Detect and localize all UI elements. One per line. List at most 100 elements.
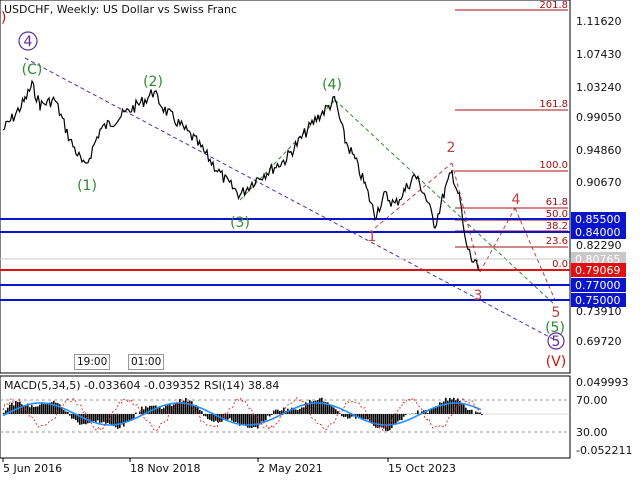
- macd-bar: [235, 414, 237, 422]
- wave-label-C: (C): [22, 62, 43, 78]
- price-badge-5: 0.75000: [575, 294, 621, 307]
- macd-bar: [129, 414, 131, 421]
- macd-bar: [171, 405, 173, 414]
- macd-bar: [99, 414, 101, 423]
- macd-bar: [91, 414, 93, 422]
- macd-bar: [33, 407, 35, 414]
- macd-bar: [337, 411, 339, 414]
- macd-bar: [403, 414, 405, 417]
- macd-bar: [481, 414, 483, 416]
- macd-bar: [215, 414, 217, 421]
- macd-bar: [75, 414, 77, 421]
- price-tick: 1.03240: [576, 81, 622, 94]
- price-tick: 1.07430: [576, 48, 622, 61]
- macd-bar: [297, 409, 299, 414]
- macd-bar: [349, 414, 351, 419]
- macd-bar: [39, 404, 41, 414]
- macd-bar: [201, 411, 203, 414]
- macd-bar: [445, 397, 447, 414]
- macd-bar: [417, 410, 419, 414]
- wave-label-minor-5: 5: [552, 305, 561, 321]
- macd-bar: [31, 405, 33, 414]
- price-badge-1: 0.84000: [575, 226, 621, 239]
- price-badge-2: 0.80765: [575, 253, 621, 266]
- macd-bar: [185, 398, 187, 414]
- macd-bar: [67, 411, 69, 414]
- fib-label-201: 201.8: [539, 0, 568, 11]
- indicator-frame: [0, 375, 571, 459]
- macd-bar: [339, 413, 341, 414]
- macd-bar: [471, 409, 473, 414]
- macd-bar: [319, 398, 321, 414]
- time-tick: 2 May 2021: [258, 462, 323, 475]
- macd-bar: [47, 402, 49, 414]
- time-marker-box[interactable]: 01:00: [128, 354, 165, 370]
- macd-bar: [147, 407, 149, 414]
- macd-bar: [21, 404, 23, 414]
- macd-bar: [5, 410, 7, 414]
- macd-bar: [241, 414, 243, 425]
- macd-bar: [289, 410, 291, 414]
- macd-bar: [307, 403, 309, 414]
- macd-bar: [395, 414, 397, 425]
- macd-bar: [207, 414, 209, 420]
- macd-bar: [465, 407, 467, 414]
- macd-bar: [243, 414, 245, 426]
- macd-bar: [477, 412, 479, 414]
- wave-label-primary-4: 4: [24, 34, 33, 50]
- macd-bar: [57, 403, 59, 414]
- macd-bar: [405, 414, 407, 416]
- wave-label-edge: ): [1, 10, 6, 26]
- macd-bar: [127, 414, 129, 422]
- macd-bar: [77, 414, 79, 423]
- macd-bar: [209, 414, 211, 420]
- indicator-tick: 0.049993: [576, 376, 629, 389]
- macd-bar: [11, 402, 13, 414]
- macd-bar: [27, 403, 29, 414]
- macd-bar: [251, 414, 253, 428]
- macd-bar: [467, 409, 469, 414]
- macd-bar: [143, 409, 145, 414]
- wave-circle-4: [18, 31, 38, 51]
- macd-bar: [113, 414, 115, 427]
- macd-bar: [117, 414, 119, 429]
- main-chart-frame: [0, 0, 571, 374]
- macd-bar: [233, 414, 235, 423]
- macd-bar: [61, 408, 63, 414]
- macd-bar: [97, 414, 99, 421]
- macd-bar: [213, 414, 215, 422]
- macd-bar: [449, 397, 451, 414]
- macd-bar: [429, 410, 431, 414]
- macd-bar: [93, 414, 95, 422]
- macd-bar: [371, 414, 373, 424]
- macd-bar: [63, 410, 65, 414]
- macd-bar: [191, 401, 193, 414]
- macd-bar: [279, 410, 281, 414]
- macd-bar: [197, 407, 199, 414]
- macd-bar: [443, 401, 445, 414]
- macd-bar: [199, 409, 201, 414]
- macd-bar: [37, 406, 39, 414]
- wave-label-minor-4: 4: [512, 192, 521, 208]
- macd-bar: [165, 405, 167, 414]
- macd-bar: [87, 414, 89, 424]
- macd-bar: [255, 414, 257, 427]
- macd-bar: [49, 402, 51, 414]
- macd-bar: [89, 414, 91, 423]
- macd-bar: [239, 414, 241, 426]
- macd-bar: [95, 414, 97, 424]
- macd-bar: [401, 414, 403, 421]
- macd-bar: [187, 401, 189, 414]
- macd-bar: [385, 414, 387, 431]
- price-tick: 0.73910: [576, 305, 622, 318]
- macd-bar: [435, 407, 437, 414]
- macd-bar: [177, 402, 179, 414]
- macd-bar: [331, 406, 333, 414]
- macd-bar: [275, 409, 277, 414]
- macd-bar: [175, 403, 177, 414]
- time-marker-box[interactable]: 19:00: [74, 354, 111, 370]
- macd-bar: [261, 414, 263, 422]
- support-lines: [0, 218, 570, 301]
- chart-title: USDCHF, Weekly: US Dollar vs Swiss Franc: [4, 3, 238, 16]
